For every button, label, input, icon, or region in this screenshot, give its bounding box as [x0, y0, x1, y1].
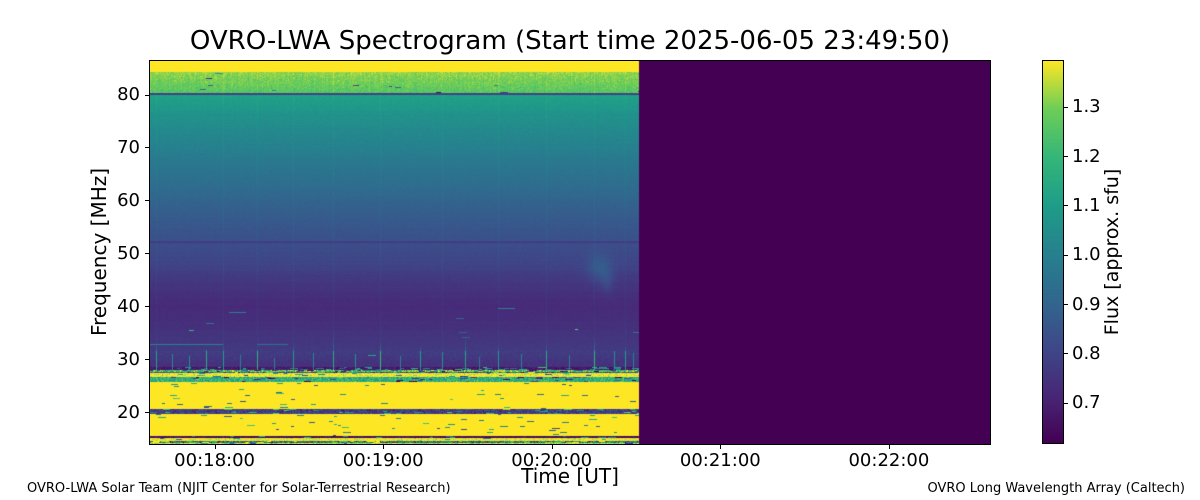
spectrogram-canvas	[150, 61, 990, 444]
y-tick	[145, 147, 149, 149]
x-tick	[551, 445, 553, 449]
y-tick	[145, 306, 149, 308]
colorbar-tick	[1064, 304, 1068, 305]
x-tick-label: 00:21:00	[679, 450, 761, 471]
y-tick-label: 50	[117, 242, 140, 264]
x-tick-label: 00:18:00	[174, 450, 256, 471]
y-tick-label: 80	[117, 84, 140, 105]
y-tick-label: 30	[117, 348, 140, 370]
colorbar-tick-label: 0.8	[1072, 342, 1101, 364]
plot-title: OVRO-LWA Spectrogram (Start time 2025-06…	[189, 26, 951, 56]
colorbar-canvas	[1043, 61, 1063, 443]
colorbar-tick-label: 1.0	[1072, 244, 1101, 266]
y-tick	[145, 359, 149, 361]
y-tick-label: 70	[117, 136, 140, 158]
footer-left-credit: OVRO-LWA Solar Team (NJIT Center for Sol…	[27, 481, 451, 496]
y-tick	[145, 412, 149, 413]
y-tick	[145, 253, 149, 255]
colorbar-tick-label: 1.3	[1072, 96, 1101, 118]
colorbar-tick	[1064, 353, 1068, 355]
x-tick	[383, 445, 385, 449]
y-tick-label: 20	[117, 401, 140, 423]
colorbar-tick-label: 1.2	[1072, 145, 1101, 167]
y-tick	[145, 94, 149, 96]
colorbar-tick	[1064, 205, 1068, 207]
y-tick-label: 40	[117, 295, 140, 317]
colorbar-tick-label: 0.7	[1072, 392, 1101, 414]
y-tick	[145, 200, 149, 202]
colorbar-tick	[1064, 156, 1068, 158]
colorbar-tick	[1064, 254, 1068, 256]
x-axis-label: Time [UT]	[521, 464, 619, 488]
footer-right-credit: OVRO Long Wavelength Array (Caltech)	[927, 481, 1185, 496]
x-tick	[888, 445, 890, 449]
colorbar-tick-label: 1.1	[1072, 194, 1101, 216]
colorbar-tick	[1064, 402, 1068, 404]
x-tick	[720, 445, 722, 449]
spectrogram-plot	[149, 60, 991, 445]
y-tick-label: 60	[117, 189, 140, 211]
x-tick	[214, 445, 216, 449]
colorbar-tick-label: 0.9	[1072, 293, 1101, 315]
colorbar	[1042, 60, 1064, 444]
x-tick-label: 00:19:00	[342, 450, 424, 471]
colorbar-tick	[1064, 106, 1068, 108]
x-tick-label: 00:22:00	[848, 450, 930, 471]
x-tick-label: 00:20:00	[511, 450, 593, 471]
